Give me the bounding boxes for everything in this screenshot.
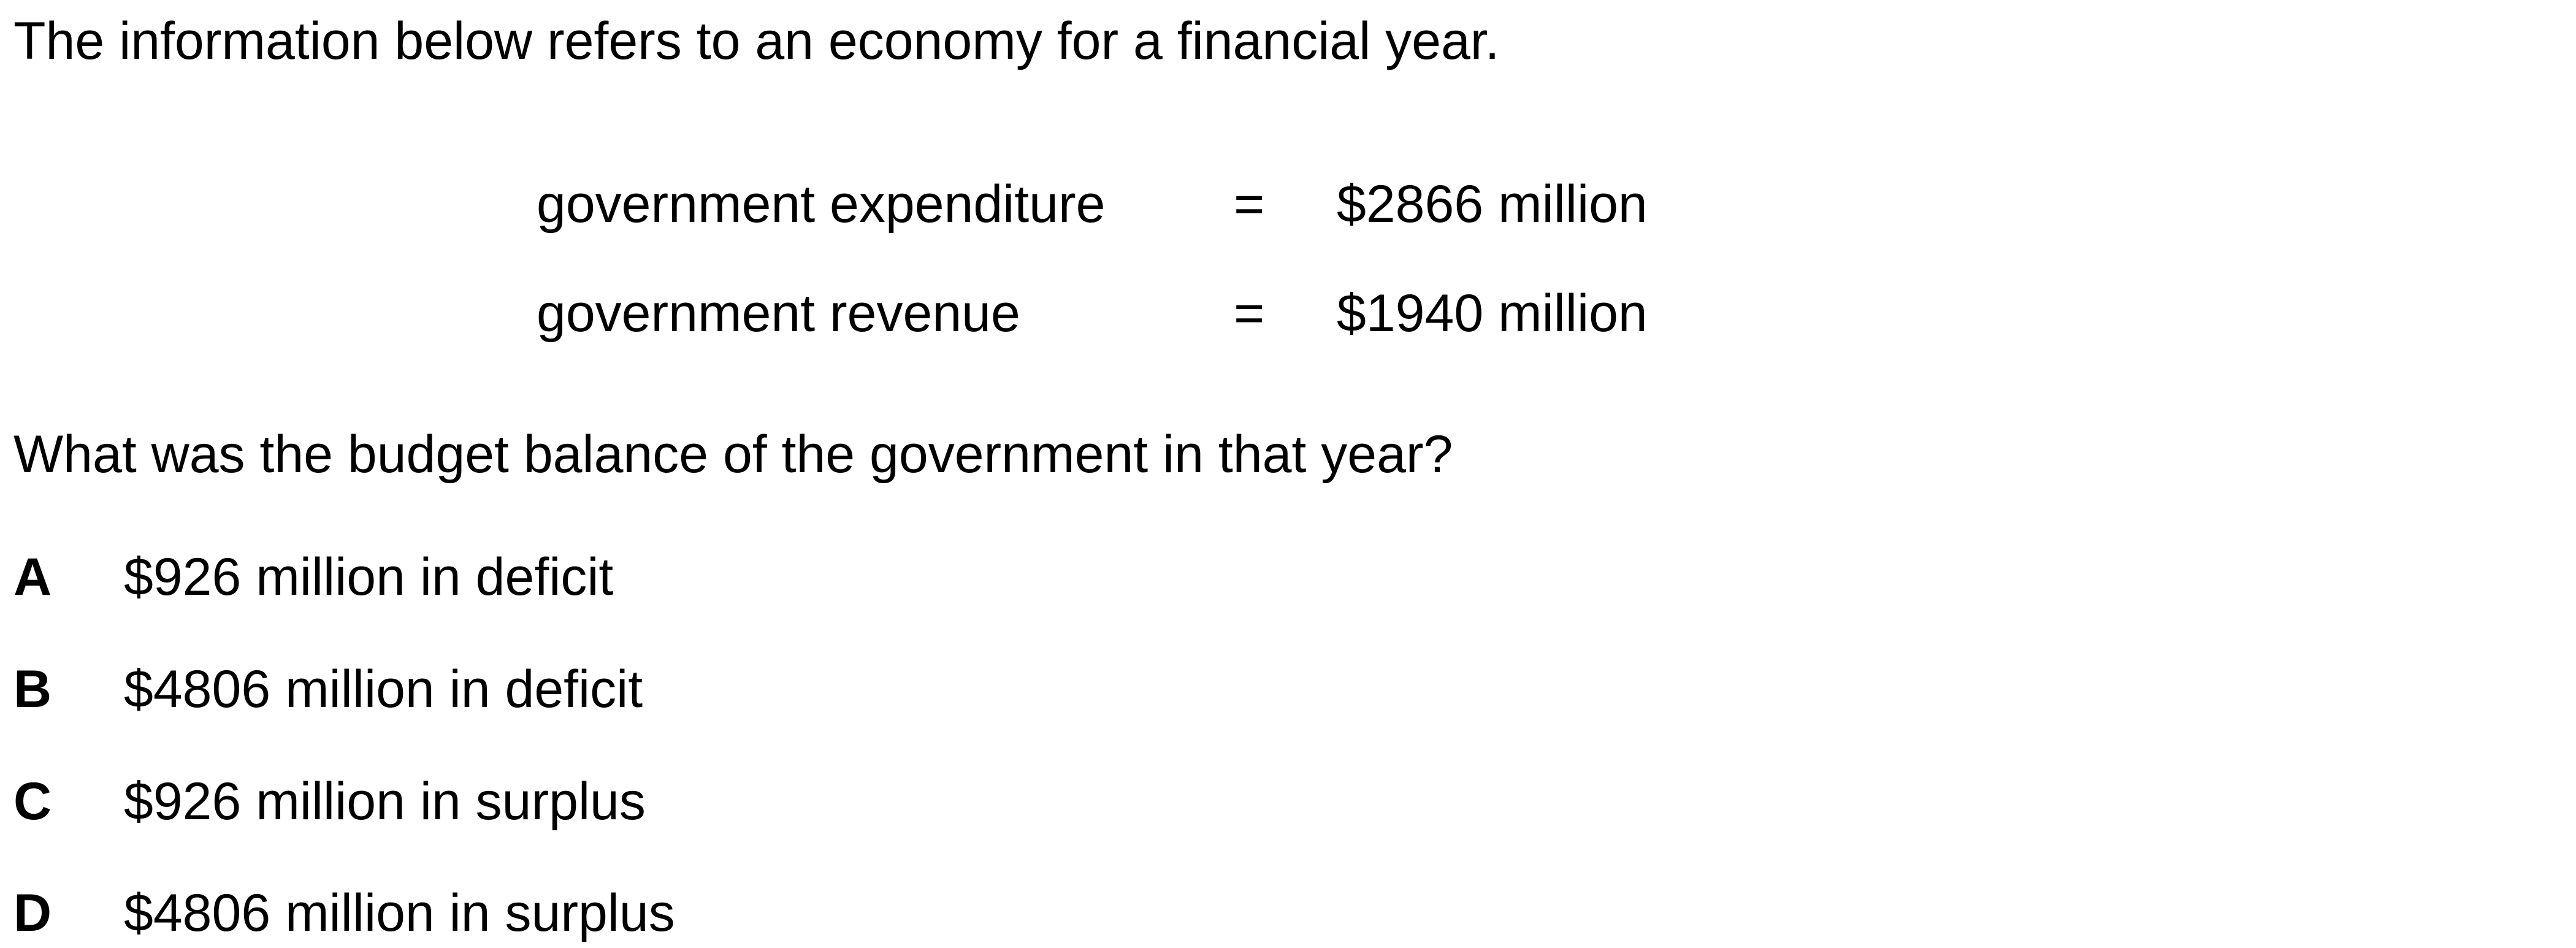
option-b[interactable]: B $4806 million in deficit <box>0 663 2576 724</box>
option-text: $926 million in deficit <box>124 548 614 606</box>
option-letter: A <box>13 548 52 606</box>
data-row-revenue: government revenue = $1940 million <box>0 287 2576 348</box>
option-c[interactable]: C $926 million in surplus <box>0 775 2576 836</box>
option-d[interactable]: D $4806 million in surplus <box>0 887 2576 948</box>
option-letter: C <box>13 772 52 831</box>
option-letter: B <box>13 660 52 719</box>
data-row-expenditure: government expenditure = $2866 million <box>0 178 2576 239</box>
equals-sign: = <box>1234 284 1265 343</box>
option-text: $4806 million in deficit <box>124 660 643 719</box>
data-label: government revenue <box>537 284 1020 343</box>
data-value: $2866 million <box>1337 175 1648 234</box>
option-text: $926 million in surplus <box>124 772 646 831</box>
question-text: What was the budget balance of the gover… <box>13 425 1453 484</box>
intro-text: The information below refers to an econo… <box>13 12 1500 71</box>
option-text: $4806 million in surplus <box>124 884 675 942</box>
option-letter: D <box>13 884 52 942</box>
data-label: government expenditure <box>537 175 1106 234</box>
equals-sign: = <box>1234 175 1265 234</box>
data-value: $1940 million <box>1337 284 1648 343</box>
option-a[interactable]: A $926 million in deficit <box>0 551 2576 612</box>
